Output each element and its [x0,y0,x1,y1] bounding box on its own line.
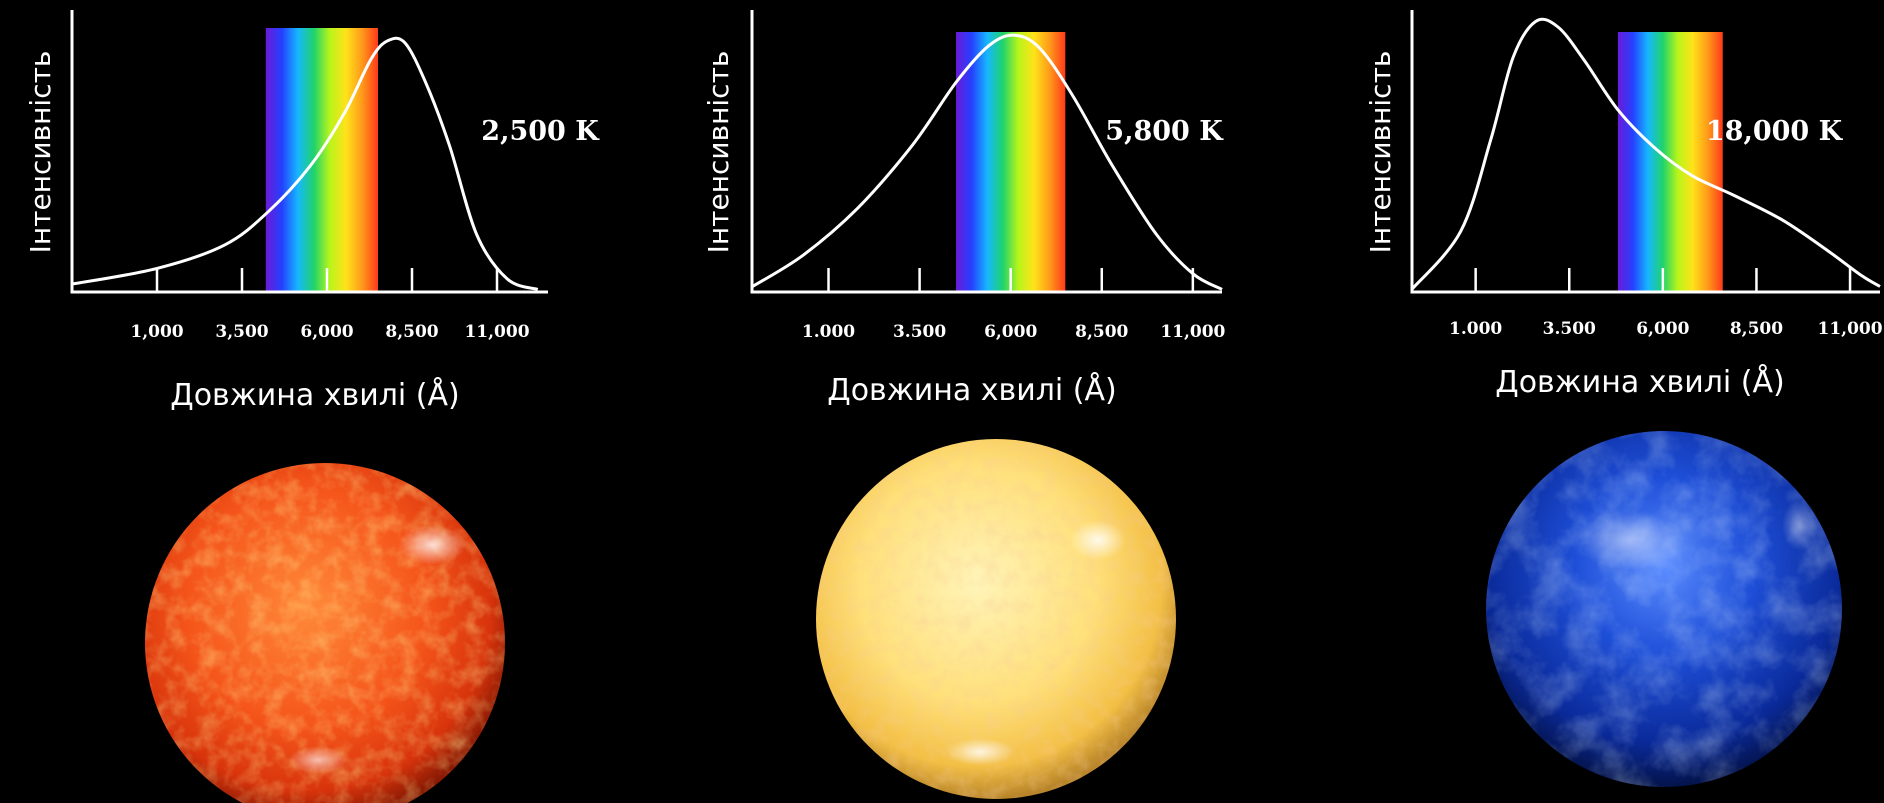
visible-spectrum-band [265,28,378,292]
temperature-label: 18,000 K [1706,116,1844,147]
x-tick-label: 6,000 [984,322,1037,342]
visible-spectrum-band [956,32,1066,292]
x-tick-label: 1,000 [130,322,183,342]
chart-axes [1410,10,1880,294]
y-axis-label: Інтенсивність [24,51,57,254]
intensity-curve [71,36,539,291]
x-axis-label: Довжина хвилі (Å) [1495,364,1784,400]
x-tick-label: 3.500 [1543,319,1596,339]
spectrum-panels: 1,000 3,500 6,000 8,500 11,000 Інтенсивність Д… [24,10,1883,413]
x-tick-label: 3.500 [893,322,946,342]
x-tick-label: 1.000 [802,322,855,342]
spectrum-panel-3: 1.000 3.500 6,000 8,500 11,000 Інтенсивність Д… [1364,10,1883,400]
x-tick-label: 8,500 [385,322,438,342]
x-tick-label: 1.000 [1449,319,1502,339]
x-tick-label: 6,000 [1636,319,1689,339]
x-axis-label: Довжина хвилі (Å) [827,372,1116,408]
chart-axes [70,10,548,294]
chart-axes [750,10,1222,294]
x-tick-label: 11,000 [464,322,529,342]
y-axis-label: Інтенсивність [702,51,735,254]
spectrum-panel-1: 1,000 3,500 6,000 8,500 11,000 Інтенсивність Д… [24,10,600,413]
spectrum-panel-2: 1.000 3.500 6,000 8,500 11,000 Інтенсивність Д… [702,10,1226,408]
x-tick-label: 6,000 [300,322,353,342]
temperature-label: 5,800 K [1105,116,1224,147]
blue-star-image [1486,431,1842,787]
x-tick-label: 11,000 [1818,319,1883,339]
intensity-curve [1410,17,1881,291]
y-axis-label: Інтенсивність [1364,51,1397,254]
x-tick-label: 8,500 [1730,319,1783,339]
temperature-label: 2,500 K [481,116,600,147]
x-tick-label: 8,500 [1075,322,1128,342]
x-tick-label: 11,000 [1160,322,1225,342]
intensity-curve [751,33,1223,291]
x-tick-label: 3,500 [215,322,268,342]
red-star-image [145,463,505,803]
x-axis-label: Довжина хвилі (Å) [170,377,459,413]
yellow-star-image [816,439,1176,799]
